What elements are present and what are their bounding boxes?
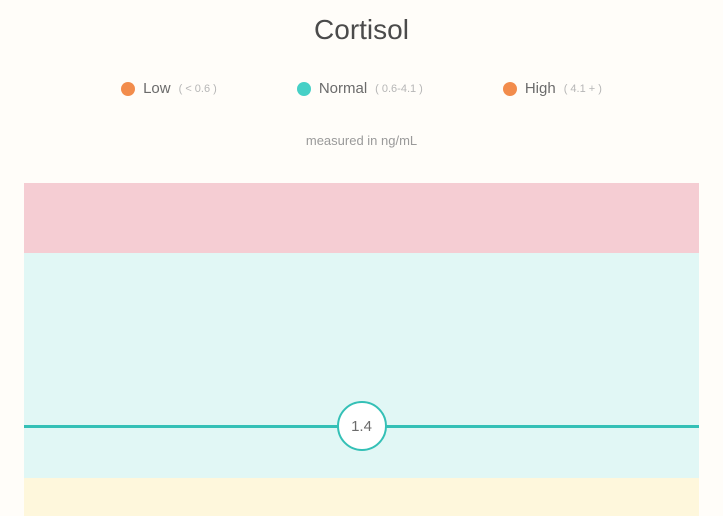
legend-range-normal: ( 0.6-4.1 ) bbox=[375, 83, 423, 95]
legend-item-normal: Normal ( 0.6-4.1 ) bbox=[297, 80, 423, 97]
legend-range-high: ( 4.1 + ) bbox=[564, 83, 602, 95]
band-low bbox=[24, 478, 699, 516]
legend-label-high: High bbox=[525, 80, 556, 97]
legend-swatch-normal bbox=[297, 82, 311, 96]
unit-label: measured in ng/mL bbox=[0, 133, 723, 148]
value-text: 1.4 bbox=[351, 418, 372, 435]
legend: Low ( < 0.6 ) Normal ( 0.6-4.1 ) High ( … bbox=[0, 80, 723, 97]
legend-label-low: Low bbox=[143, 80, 171, 97]
legend-range-low: ( < 0.6 ) bbox=[179, 83, 217, 95]
band-high bbox=[24, 183, 699, 253]
legend-item-high: High ( 4.1 + ) bbox=[503, 80, 602, 97]
legend-swatch-high bbox=[503, 82, 517, 96]
panel-title: Cortisol bbox=[0, 0, 723, 46]
range-chart: 1.4 bbox=[24, 183, 699, 516]
legend-swatch-low bbox=[121, 82, 135, 96]
value-bubble: 1.4 bbox=[337, 401, 387, 451]
legend-item-low: Low ( < 0.6 ) bbox=[121, 80, 217, 97]
legend-label-normal: Normal bbox=[319, 80, 367, 97]
cortisol-panel: Cortisol Low ( < 0.6 ) Normal ( 0.6-4.1 … bbox=[0, 0, 723, 516]
